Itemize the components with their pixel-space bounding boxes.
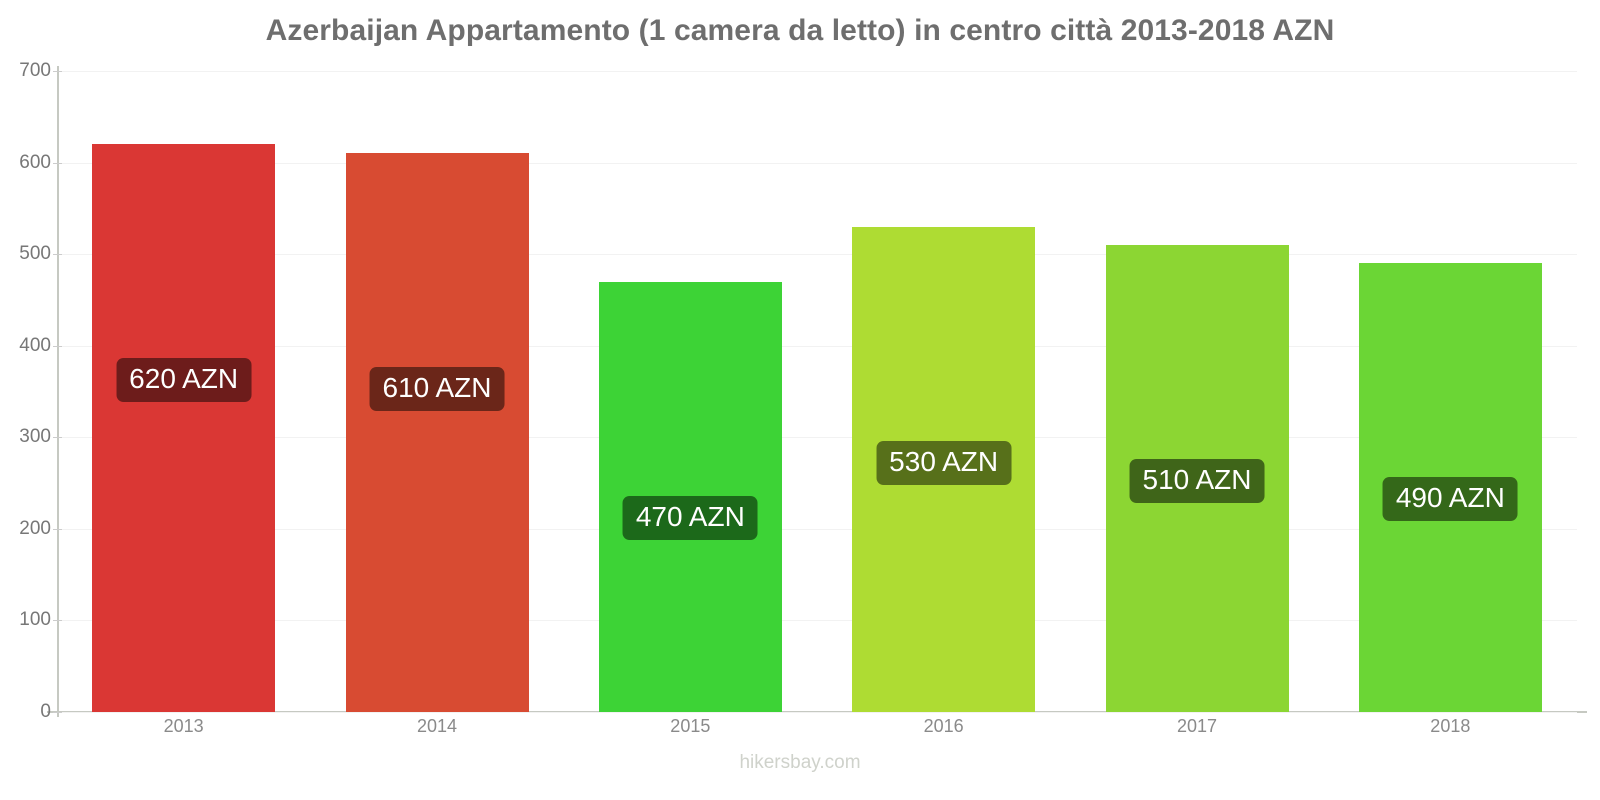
y-axis-tick-label: 400 [19, 334, 51, 356]
y-axis-tick-label: 200 [19, 517, 51, 539]
y-axis-tick-label: 0 [40, 701, 51, 722]
bar[interactable] [345, 153, 529, 712]
y-axis-tick-mark [53, 254, 62, 256]
x-axis-tick-label: 2016 [923, 716, 964, 736]
y-axis-tick-mark [53, 345, 62, 347]
gridline [57, 162, 1577, 164]
bar-value-label: 530 AZN [876, 440, 1012, 485]
y-axis-tick-mark [53, 71, 62, 72]
x-axis-tick-label: 2014 [416, 716, 458, 736]
y-axis-tick-label: 700 [19, 60, 51, 81]
chart-title: Azerbaijan Appartamento (1 camera da let… [265, 14, 1335, 47]
gridline [57, 345, 1577, 347]
y-axis-tick-mark [53, 528, 62, 530]
gridline [57, 712, 1577, 713]
y-axis-tick-mark [53, 712, 62, 713]
gridline [57, 437, 1577, 439]
bar-value-label: 510 AZN [1129, 458, 1265, 503]
y-axis-tick-label: 300 [19, 426, 51, 448]
x-axis-tick-label: 2017 [1176, 716, 1218, 736]
bar-value-label: 470 AZN [622, 495, 758, 540]
bar-value-label: 620 AZN [116, 358, 252, 403]
y-axis-tick-label: 100 [19, 609, 51, 631]
y-axis-tick-mark [53, 162, 62, 164]
bar-value-label: 610 AZN [369, 367, 505, 412]
y-axis-line [57, 66, 59, 717]
y-axis-tick-mark [53, 620, 62, 622]
x-axis-tick-label: 2013 [163, 716, 204, 736]
gridline [57, 254, 1577, 256]
x-axis-tick-label: 2018 [1430, 716, 1471, 736]
gridline [57, 71, 1577, 72]
y-axis-tick-labels: 700 600 500 400 300 200 100 0 [0, 0, 62, 800]
plot-area: 620 AZN 610 AZN 470 AZN 530 AZN 510 AZN 490 A… [57, 71, 1577, 713]
bar-value-label: 490 AZN [1382, 477, 1518, 522]
source-watermark: hikersbay.com [739, 752, 861, 773]
gridline [57, 528, 1577, 530]
gridline [57, 620, 1577, 622]
x-axis-tick-label: 2015 [670, 716, 711, 736]
bar[interactable] [92, 144, 276, 712]
y-axis-tick-label: 500 [19, 243, 51, 265]
y-axis-tick-mark [53, 437, 62, 439]
y-axis-tick-label: 600 [19, 151, 51, 173]
